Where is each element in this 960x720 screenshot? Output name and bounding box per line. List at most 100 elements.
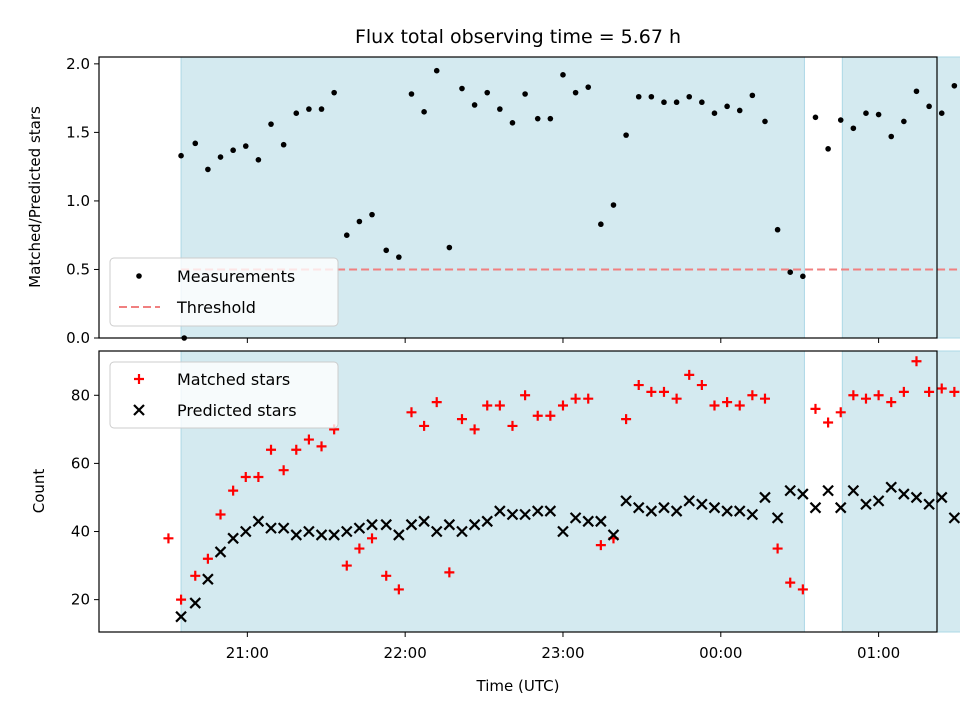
data-point [708,501,721,514]
data-point [872,495,885,507]
data-point [847,484,860,497]
counts-panel-frame [98,350,938,633]
ratio-y-axis-label: Matched/Predicted stars [26,106,44,288]
data-point [421,109,427,115]
data-point [645,505,658,517]
data-point [396,254,402,260]
data-point [217,154,224,160]
data-point [366,518,378,531]
data-point [671,393,682,404]
data-point [215,509,226,520]
data-point [444,567,455,578]
counts-y-axis-label: Count [30,469,48,514]
data-point [863,110,869,116]
data-point [557,525,569,538]
data-point [835,407,846,418]
x-tick-label: 23:00 [541,644,584,662]
data-point [531,505,544,517]
data-point [205,166,211,173]
data-point [419,420,430,431]
data-point [699,99,705,106]
data-point [797,488,809,500]
data-point [585,84,592,90]
legend-label-matched: Matched stars [177,370,290,389]
data-point [595,540,606,551]
data-point [800,273,806,280]
data-point [595,515,607,528]
data-point [253,472,264,483]
data-point [582,515,595,528]
data-point [303,525,315,538]
data-point [506,508,519,521]
data-point [632,501,645,514]
data-point [214,546,227,558]
data-point [684,369,695,380]
legend-marker-predicted [133,404,145,416]
data-point [405,518,418,531]
data-point [406,407,417,418]
data-point [380,518,393,531]
data-point [784,484,797,497]
ratio-panel: 0.00.51.01.52.0 Matched/Predicted stars … [26,55,960,347]
data-point [240,472,251,483]
y-tick-label: 2.0 [66,55,90,73]
data-point [431,397,442,408]
data-point [293,110,300,116]
data-point [369,211,375,218]
data-point [810,403,821,414]
data-point [759,393,770,404]
data-point [239,525,252,538]
data-point [534,115,541,122]
data-point [175,610,187,623]
data-point [383,247,390,254]
data-point [797,584,808,595]
data-point [948,512,960,524]
data-point [860,393,871,404]
data-point [850,125,857,132]
data-point [736,107,743,114]
data-point [724,103,730,110]
data-point [547,115,554,122]
data-point [569,512,582,524]
data-point [911,356,922,367]
data-point [873,390,884,401]
data-point [711,110,718,116]
data-point [772,543,783,554]
y-tick-label: 0.5 [66,260,90,278]
data-point [291,444,302,455]
data-point [443,518,456,531]
data-point [670,505,683,517]
data-point [290,529,303,541]
data-point [901,118,907,125]
data-point [898,488,910,500]
data-point [545,410,556,421]
data-point [924,386,935,397]
data-point [787,269,794,276]
data-point [771,512,784,524]
data-point [230,147,236,154]
data-point [509,119,516,126]
data-point [520,390,531,401]
data-point [418,515,430,528]
data-point [722,397,733,408]
data-point [812,114,819,121]
data-point [265,522,277,534]
data-point [331,89,337,96]
legend-label-threshold: Threshold [176,298,256,317]
data-point [746,508,759,521]
data-point [733,505,746,517]
data-point [456,525,468,538]
data-point [381,570,392,581]
data-point [648,93,655,100]
data-point [785,577,796,588]
data-point [163,533,174,544]
data-point [519,508,531,521]
data-point [633,380,644,391]
data-point [242,143,249,149]
data-point [408,91,415,97]
legend-marker-matched [134,374,144,384]
data-point [544,505,557,517]
data-point [353,522,366,534]
data-point [936,383,947,394]
